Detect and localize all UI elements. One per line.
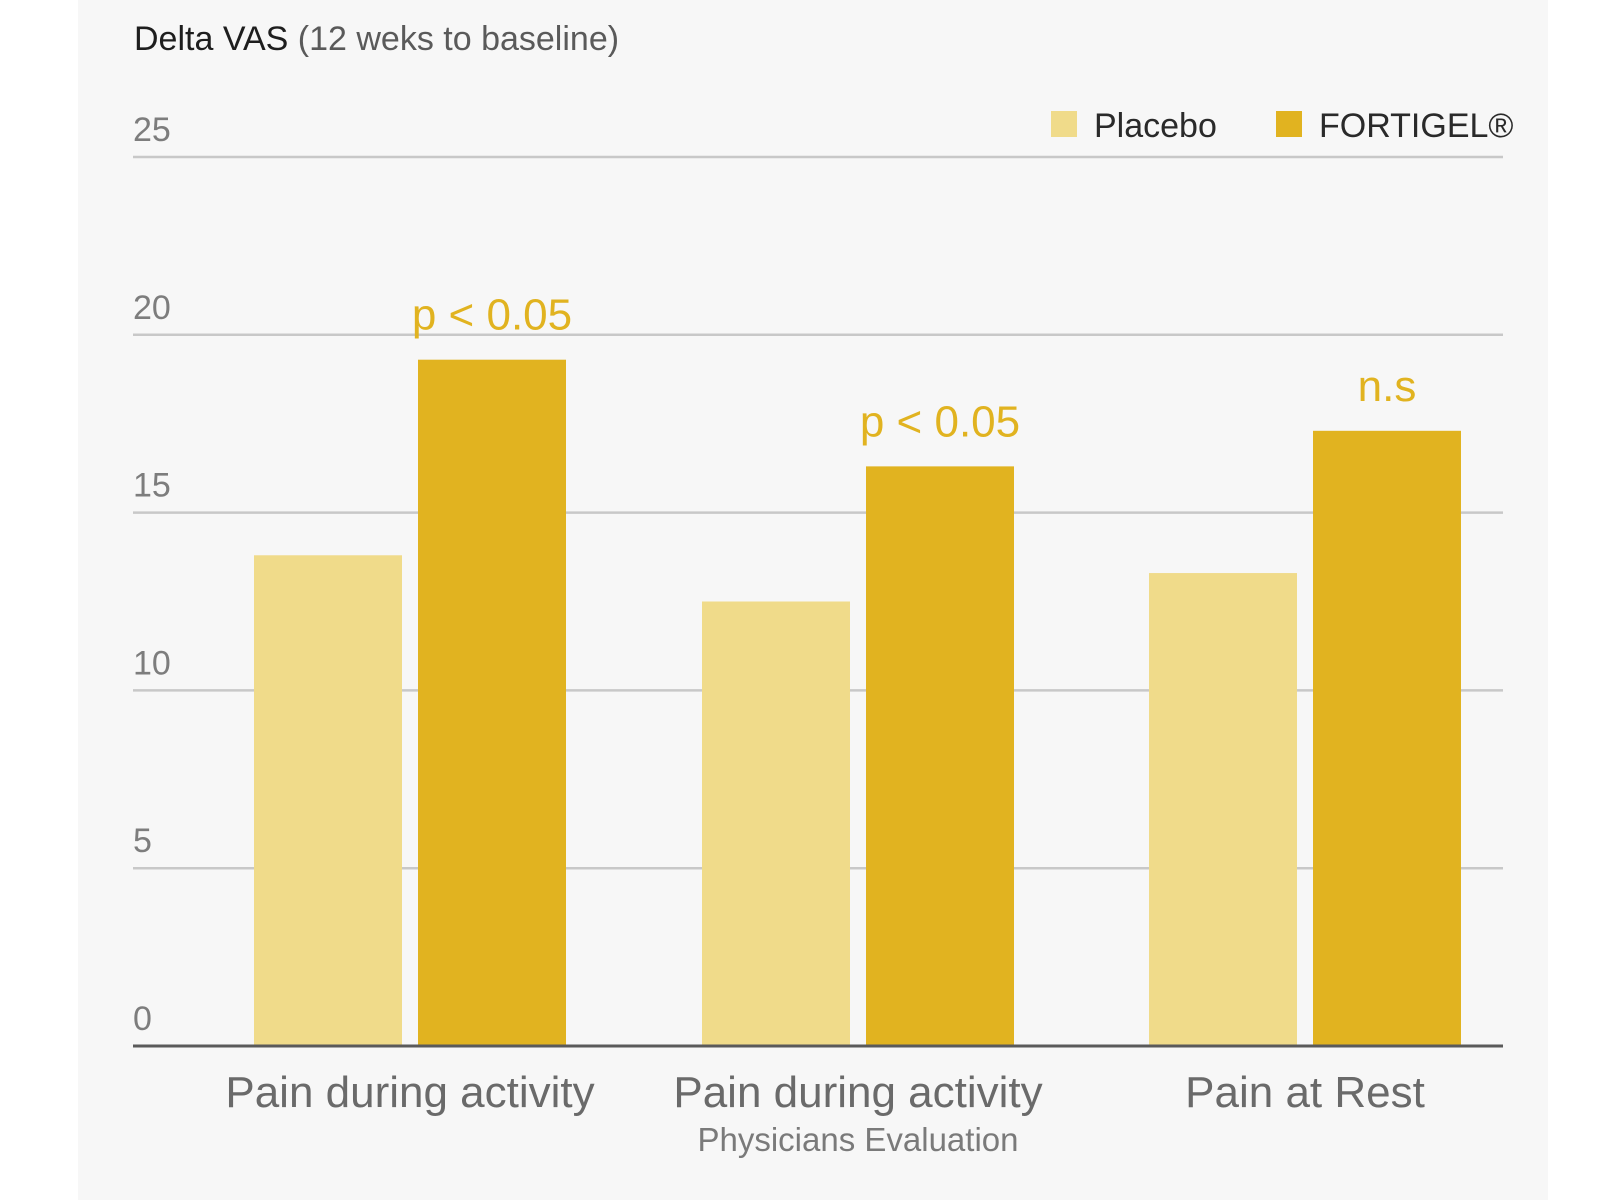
bar-fortigel [1313, 430, 1461, 1046]
category-label: Pain at Rest [1185, 1068, 1425, 1117]
y-tick-label: 5 [133, 822, 152, 860]
significance-annotation: p < 0.05 [860, 397, 1020, 446]
y-tick-label: 10 [133, 644, 171, 682]
bar-placebo [1149, 573, 1297, 1046]
y-tick-label: 0 [133, 1000, 152, 1038]
legend-label-fortigel: FORTIGEL® [1319, 107, 1513, 145]
category-label: Pain during activity [673, 1068, 1042, 1117]
significance-annotation: n.s [1358, 362, 1417, 411]
bar-fortigel [866, 466, 1014, 1046]
bar-fortigel [418, 359, 566, 1046]
category-label: Pain during activity [225, 1068, 594, 1117]
y-tick-label: 15 [133, 467, 171, 505]
bar-placebo [702, 601, 850, 1046]
y-tick-label: 20 [133, 289, 171, 327]
chart-title-sub: (12 weks to baseline) [297, 20, 620, 58]
legend-label-placebo: Placebo [1094, 107, 1217, 145]
y-tick-label: 25 [133, 111, 171, 149]
bar-placebo [254, 555, 402, 1046]
legend-swatch-fortigel [1276, 111, 1302, 137]
category-sublabel: Physicians Evaluation [697, 1121, 1018, 1158]
legend-swatch-placebo [1051, 111, 1077, 137]
chart-title-main: Delta VAS [134, 20, 289, 58]
chart-title: Delta VAS (12 weks to baseline) [134, 20, 619, 59]
significance-annotation: p < 0.05 [412, 291, 572, 340]
